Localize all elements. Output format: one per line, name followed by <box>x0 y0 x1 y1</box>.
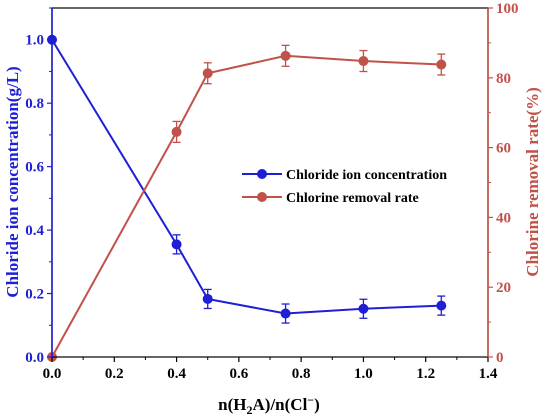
series-1-point <box>280 308 291 319</box>
y-axis-right-title: Chlorine removal rate(%) <box>523 87 542 276</box>
y-right-tick-label: 80 <box>496 71 511 87</box>
x-tick-label: 1.4 <box>479 366 498 382</box>
series-2-point <box>171 126 182 137</box>
x-tick-label: 0.8 <box>292 366 311 382</box>
series-2-line <box>51 54 442 358</box>
series-1-point <box>171 239 182 250</box>
legend-box <box>238 158 464 208</box>
x-axis-title: n(H2A)/n(Cl−) <box>218 393 320 417</box>
legend-marker-series-1 <box>257 169 267 179</box>
series-1-point <box>202 293 213 304</box>
y-left-tick-label: 0.8 <box>25 96 44 112</box>
y-right-tick-label: 20 <box>496 280 511 296</box>
series-2-point <box>358 56 369 67</box>
legend-marker-series-2 <box>257 192 267 202</box>
x-tick-label: 0.0 <box>43 366 62 382</box>
series-2-point <box>202 68 213 79</box>
y-left-tick-label: 0.6 <box>25 160 44 176</box>
x-tick-label: 1.0 <box>354 366 373 382</box>
legend-label-series-1: Chloride ion concentration <box>286 168 447 183</box>
y-right-tick-label: 40 <box>496 210 511 226</box>
x-tick-label: 0.4 <box>167 366 186 382</box>
y-left-tick-label: 1.0 <box>25 33 44 49</box>
series-2-point <box>280 50 291 61</box>
y-left-tick-label: 0.4 <box>25 223 44 239</box>
x-tick-label: 1.2 <box>416 366 435 382</box>
series-1-point <box>436 300 447 311</box>
y-right-tick-label: 60 <box>496 141 511 157</box>
legend: Chloride ion concentration Chlorine remo… <box>238 158 464 208</box>
y-right-tick-label: 100 <box>496 1 519 17</box>
legend-label-series-2: Chlorine removal rate <box>286 191 419 206</box>
y-left-tick-label: 0.0 <box>25 350 44 366</box>
y-axis-left-title: Chloride ion concentration(g/L) <box>3 66 22 297</box>
series-2-point <box>436 59 447 70</box>
x-tick-label: 0.2 <box>105 366 124 382</box>
series-1-line <box>51 39 442 315</box>
x-tick-label: 0.6 <box>229 366 248 382</box>
y-right-tick-label: 0 <box>496 350 504 366</box>
y-left-tick-label: 0.2 <box>25 287 44 303</box>
series-1-point <box>358 303 369 314</box>
